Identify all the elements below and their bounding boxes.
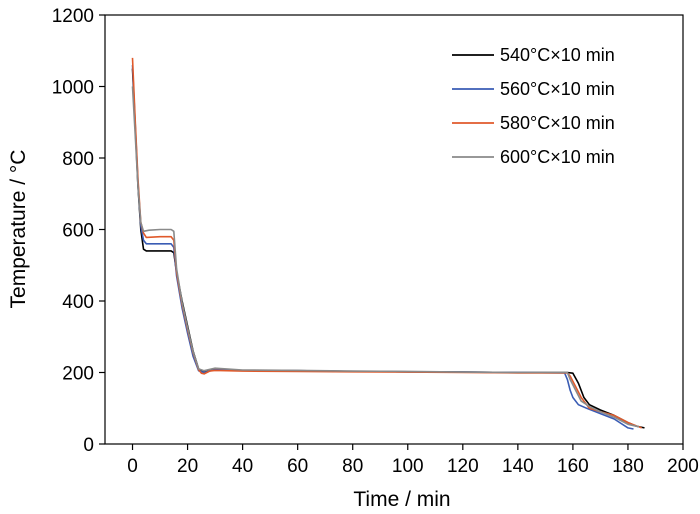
y-axis-ticks: 0 200 400 600 800 1000 1200 [52,6,105,456]
y-axis-title: Temperature / °C [7,150,30,309]
x-tick-label: 120 [447,456,479,477]
x-axis-ticks: 0 20 40 60 80 100 120 140 160 180 200 [127,444,699,477]
x-tick-label: 20 [177,456,198,477]
legend: 540°C×10 min 560°C×10 min 580°C×10 min 600°… [452,45,615,167]
x-tick-label: 40 [232,456,253,477]
legend-label-2: 560°C×10 min [500,79,615,99]
x-tick-label: 140 [502,456,534,477]
x-tick-label: 0 [127,456,138,477]
y-tick-label: 1200 [52,6,94,27]
series-line-3 [131,57,642,429]
legend-label-1: 540°C×10 min [500,45,615,65]
x-tick-label: 80 [342,456,363,477]
y-tick-label: 600 [62,221,94,242]
series-lines [131,57,645,430]
legend-label-4: 600°C×10 min [500,147,615,167]
x-tick-label: 60 [287,456,308,477]
series-line-4 [131,86,640,428]
y-tick-label: 0 [83,435,94,456]
x-tick-label: 180 [612,456,644,477]
y-tick-label: 1000 [52,78,94,99]
x-axis-title: Time / min [353,488,450,511]
y-tick-label: 200 [62,364,94,385]
legend-label-3: 580°C×10 min [500,113,615,133]
y-tick-label: 800 [62,149,94,170]
y-tick-label: 400 [62,292,94,313]
x-tick-label: 100 [392,456,424,477]
x-tick-label: 200 [667,456,699,477]
x-tick-label: 160 [557,456,589,477]
